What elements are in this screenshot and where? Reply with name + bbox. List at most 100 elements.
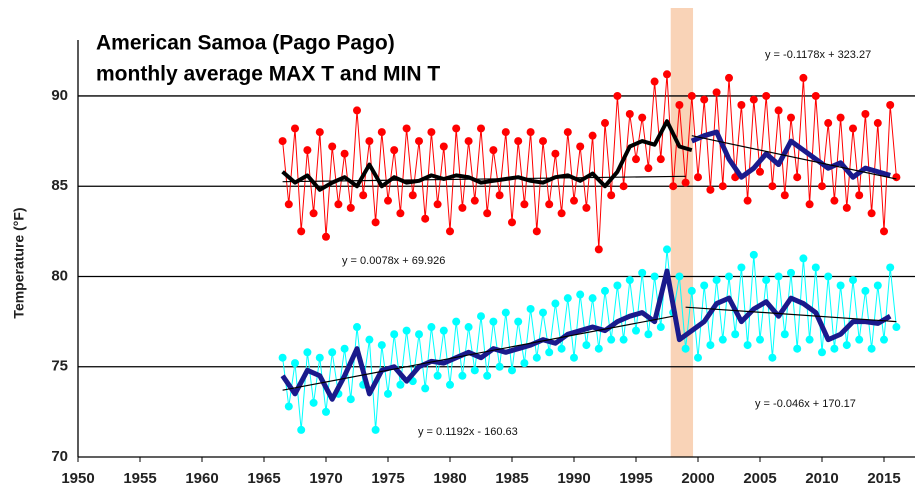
data-point	[613, 281, 622, 290]
data-point	[625, 110, 634, 119]
data-point	[408, 191, 417, 200]
data-point	[675, 100, 684, 109]
data-point	[607, 335, 616, 344]
data-point	[458, 371, 467, 380]
data-point	[718, 335, 727, 344]
data-point	[353, 323, 361, 332]
x-tick-label: 1965	[247, 470, 280, 487]
data-point	[563, 294, 572, 303]
data-point	[867, 209, 876, 218]
data-point	[588, 131, 597, 140]
data-point	[483, 371, 492, 380]
series-line	[282, 73, 897, 250]
data-point	[613, 91, 622, 100]
data-point	[700, 95, 709, 104]
x-tick-label: 1975	[371, 470, 404, 487]
data-point	[551, 149, 560, 158]
data-point	[353, 106, 361, 115]
data-point	[644, 330, 653, 339]
data-point	[514, 317, 523, 326]
series-line	[282, 315, 674, 391]
data-point	[328, 142, 337, 151]
data-point	[706, 341, 715, 350]
x-tick-label: 1995	[619, 470, 652, 487]
data-point	[402, 124, 411, 133]
data-point	[793, 344, 802, 353]
data-point	[718, 182, 727, 191]
data-point	[551, 299, 560, 308]
data-point	[532, 353, 541, 362]
data-point	[880, 335, 888, 344]
data-point	[427, 323, 436, 332]
data-point	[495, 362, 504, 371]
data-point	[762, 276, 771, 285]
data-point	[526, 304, 535, 313]
data-point	[663, 245, 671, 254]
data-point	[346, 203, 355, 212]
data-point	[396, 209, 405, 218]
data-point	[377, 341, 386, 350]
data-point	[470, 196, 479, 205]
data-point	[656, 155, 665, 164]
data-point	[737, 100, 746, 109]
data-point	[830, 196, 839, 205]
data-point	[842, 203, 851, 212]
data-point	[303, 348, 312, 357]
data-point	[384, 196, 392, 205]
data-point	[669, 182, 678, 191]
data-point	[340, 344, 349, 353]
data-point	[415, 330, 423, 339]
data-point	[892, 173, 901, 182]
data-point	[706, 185, 715, 194]
data-point	[439, 326, 448, 335]
trend-equation: y = -0.1178x + 323.27	[765, 49, 871, 61]
data-point	[545, 200, 554, 209]
data-point	[284, 402, 293, 411]
series-line	[281, 119, 693, 192]
data-point	[576, 142, 585, 151]
data-point	[886, 263, 895, 272]
data-point	[570, 196, 578, 205]
data-point	[328, 348, 337, 357]
data-point	[892, 323, 901, 332]
data-point	[377, 128, 386, 137]
data-point	[830, 344, 839, 353]
series-line	[690, 129, 891, 180]
data-point	[756, 335, 764, 344]
data-point	[470, 366, 479, 375]
x-tick-label: 2015	[867, 470, 900, 487]
data-point	[322, 407, 330, 416]
plot-layer	[278, 70, 901, 434]
series-line	[685, 306, 897, 323]
data-point	[594, 344, 603, 353]
data-point	[805, 335, 814, 344]
trend-equation: y = -0.046x + 170.17	[755, 398, 856, 410]
data-point	[557, 209, 566, 218]
data-point	[712, 276, 721, 285]
data-point	[501, 128, 510, 137]
data-point	[619, 335, 628, 344]
data-point	[309, 398, 318, 407]
data-point	[787, 268, 795, 277]
data-point	[309, 209, 318, 218]
data-point	[539, 137, 547, 146]
data-point	[681, 344, 690, 353]
data-point	[334, 200, 343, 209]
data-point	[793, 173, 802, 182]
data-point	[557, 344, 566, 353]
data-point	[396, 380, 405, 389]
series-line	[282, 175, 686, 183]
data-point	[799, 254, 808, 263]
x-tick-label: 2000	[681, 470, 714, 487]
data-point	[340, 149, 349, 158]
data-point	[495, 191, 504, 200]
data-point	[489, 317, 498, 326]
data-point	[501, 308, 510, 317]
y-tick-label: 85	[51, 177, 68, 194]
data-point	[756, 167, 764, 176]
x-tick-label: 1990	[557, 470, 590, 487]
data-point	[749, 95, 758, 104]
data-point	[446, 380, 454, 389]
